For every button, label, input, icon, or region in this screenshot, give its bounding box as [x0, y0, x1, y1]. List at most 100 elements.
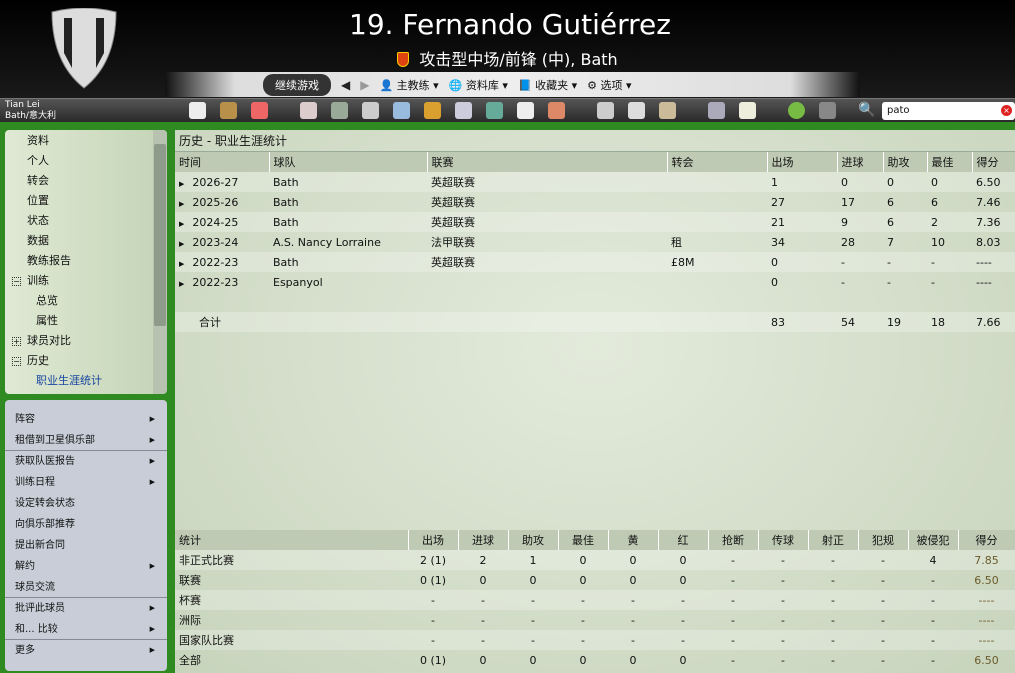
sidebar-item[interactable]: 教练报告 [5, 250, 167, 270]
sidebar-scrollbar[interactable] [153, 130, 167, 394]
scrollbar-thumb[interactable] [154, 144, 166, 326]
table-cell: 国家队比赛 [175, 630, 408, 650]
tree-toggle-icon[interactable]: − [12, 277, 21, 286]
expand-bullet-icon[interactable]: ▶ [179, 199, 185, 208]
continue-button[interactable]: 继续游戏 [263, 73, 331, 96]
table-row[interactable]: ▶ 2025-26 Bath 英超联赛 27 17 6 6 7.46 [175, 192, 1015, 212]
sidebar-item[interactable]: 数据 [5, 230, 167, 250]
menu-item[interactable]: 批评此球员 ▶ [5, 598, 167, 619]
table-cell: - [608, 590, 658, 610]
menu-item[interactable]: 和... 比较 ▶ [5, 619, 167, 640]
menu-item[interactable]: 阵容 ▶ [5, 409, 167, 430]
squad-icon[interactable] [300, 102, 317, 119]
world-icon[interactable] [486, 102, 503, 119]
feather-icon[interactable] [659, 102, 676, 119]
sidebar-item[interactable]: 属性 [5, 310, 167, 330]
table-cell: 21 [767, 212, 837, 232]
column-header[interactable]: 助攻 [883, 152, 928, 172]
training-icon[interactable] [362, 102, 379, 119]
column-header[interactable]: 抢断 [708, 530, 759, 550]
tactics-icon[interactable] [331, 102, 348, 119]
news-icon[interactable] [517, 102, 534, 119]
menu-item[interactable]: 获取队医报告 ▶ [5, 451, 167, 472]
menu-item[interactable]: 租借到卫星俱乐部 ▶ [5, 430, 167, 451]
column-header[interactable]: 最佳 [558, 530, 609, 550]
scouting-icon[interactable] [393, 102, 410, 119]
menu-item[interactable]: 向俱乐部推荐 [5, 514, 167, 535]
column-header[interactable]: 最佳 [927, 152, 973, 172]
menu-item[interactable]: 设定转会状态 [5, 493, 167, 514]
expand-bullet-icon[interactable]: ▶ [179, 219, 185, 228]
column-header[interactable]: 助攻 [508, 530, 559, 550]
clipboard-icon[interactable] [739, 102, 756, 119]
column-header[interactable]: 犯规 [858, 530, 909, 550]
menu-item[interactable]: 提出新合同 [5, 535, 167, 556]
options-menu[interactable]: ⚙ 选项 ▾ [587, 78, 632, 92]
tree-toggle-icon[interactable]: − [12, 357, 21, 366]
sidebar-item[interactable]: 个人 [5, 150, 167, 170]
home-icon[interactable] [189, 102, 206, 119]
table-row-empty [175, 292, 1015, 312]
menu-item[interactable]: 解约 ▶ [5, 556, 167, 577]
tree-toggle-icon[interactable]: + [12, 337, 21, 346]
sidebar-item[interactable]: 转会 [5, 170, 167, 190]
expand-bullet-icon[interactable]: ▶ [179, 179, 185, 188]
column-header[interactable]: 联赛 [427, 152, 668, 172]
column-header[interactable]: 射正 [808, 530, 859, 550]
unknown-icon[interactable] [819, 102, 836, 119]
column-header[interactable]: 得分 [958, 530, 1015, 550]
column-header[interactable]: 得分 [972, 152, 1015, 172]
sidebar-item[interactable]: 总览 [5, 290, 167, 310]
column-header[interactable]: 红 [658, 530, 709, 550]
table-row[interactable]: ▶ 2022-23 Espanyol 0- - - ---- [175, 272, 1015, 292]
menu-item[interactable]: 训练日程 ▶ [5, 472, 167, 493]
column-header[interactable]: 进球 [837, 152, 884, 172]
expand-bullet-icon[interactable]: ▶ [179, 279, 185, 288]
sidebar-item[interactable]: 位置 [5, 190, 167, 210]
help-icon[interactable] [788, 102, 805, 119]
expand-bullet-icon[interactable]: ▶ [179, 239, 185, 248]
search-input[interactable]: pato × [882, 102, 1015, 120]
table-row[interactable]: ▶ 2023-24 A.S. Nancy Lorraine 法甲联赛 租 34 28 7 10 8… [175, 232, 1015, 252]
column-header[interactable]: 转会 [667, 152, 768, 172]
sidebar-item[interactable]: − 历史 [5, 350, 167, 370]
staff-icon[interactable] [455, 102, 472, 119]
column-header[interactable]: 黄 [608, 530, 659, 550]
calendar-icon[interactable] [251, 102, 268, 119]
column-header[interactable]: 球队 [269, 152, 428, 172]
column-header[interactable]: 出场 [767, 152, 838, 172]
sidebar-item[interactable]: − 训练 [5, 270, 167, 290]
database-menu[interactable]: 🌐 资料库 ▾ [448, 78, 508, 92]
inbox-icon[interactable] [220, 102, 237, 119]
fixtures-icon[interactable] [628, 102, 645, 119]
column-header[interactable]: 被侵犯 [908, 530, 959, 550]
menu-item[interactable]: 更多 ▶ [5, 640, 167, 661]
column-header[interactable]: 进球 [458, 530, 509, 550]
forward-icon[interactable]: ▶ [360, 77, 370, 92]
search-icon[interactable]: 🔍 [858, 102, 876, 118]
bookmarks-menu[interactable]: 📘 收藏夹 ▾ [517, 78, 578, 92]
back-icon[interactable]: ◀ [341, 77, 351, 92]
sidebar-item[interactable]: 职业生涯统计 [5, 370, 167, 390]
transfers-icon[interactable] [548, 102, 565, 119]
table-cell: ▶ 2025-26 [175, 192, 269, 212]
trophy-icon[interactable] [597, 102, 614, 119]
finances-icon[interactable] [424, 102, 441, 119]
sidebar-item[interactable]: + 球员对比 [5, 330, 167, 350]
manager-menu[interactable]: 👤 主教练 ▾ [379, 78, 439, 92]
sidebar-item[interactable]: 资料 [5, 130, 167, 150]
column-header[interactable]: 传球 [758, 530, 809, 550]
clear-search-icon[interactable]: × [1001, 105, 1012, 116]
find-player-icon[interactable] [708, 102, 725, 119]
table-row[interactable]: ▶ 2022-23 Bath 英超联赛 £8M 0- - - ---- [175, 252, 1015, 272]
menu-item-label: 阵容 [15, 414, 35, 425]
table-cell: 0 [629, 653, 637, 667]
table-row[interactable]: ▶ 2024-25 Bath 英超联赛 21 9 6 2 7.36 [175, 212, 1015, 232]
expand-bullet-icon[interactable]: ▶ [179, 259, 185, 268]
column-header[interactable]: 出场 [408, 530, 459, 550]
column-header[interactable]: 统计 [175, 530, 409, 550]
column-header[interactable]: 时间 [175, 152, 270, 172]
sidebar-item[interactable]: 状态 [5, 210, 167, 230]
table-row[interactable]: ▶ 2026-27 Bath 英超联赛 1 0 0 0 6.50 [175, 172, 1015, 192]
menu-item[interactable]: 球员交流 [5, 577, 167, 598]
